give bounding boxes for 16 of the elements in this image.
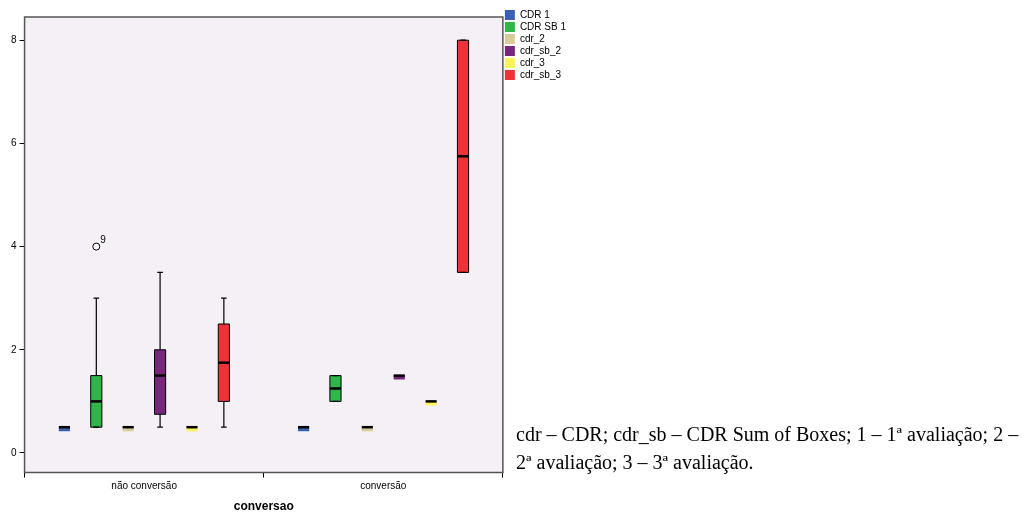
legend-label: cdr_sb_3 — [519, 68, 562, 80]
x-tick-label: conversão — [360, 480, 407, 492]
y-tick-label: 4 — [11, 240, 17, 252]
y-tick-label: 8 — [11, 33, 17, 45]
legend-label: CDR 1 — [519, 8, 551, 20]
legend-label: cdr_2 — [519, 32, 546, 44]
y-tick-label: 0 — [11, 446, 17, 458]
y-tick-label: 2 — [11, 343, 17, 355]
y-tick-label: 6 — [11, 137, 17, 149]
text: cdr – CDR; cdr_sb – CDR Sum of Boxes; 1 – 1ª avaliação; 2 – 2ª avaliação; 3 – 3ª avaliação. — [516, 422, 1020, 476]
legend-label: cdr_3 — [519, 56, 546, 68]
x-tick-label: não conversão — [111, 480, 178, 492]
x-axis-title: conversao — [233, 499, 294, 514]
annotation: 9 — [100, 234, 107, 246]
legend-label: cdr_sb_2 — [519, 44, 562, 56]
legend-label: CDR SB 1 — [519, 20, 567, 32]
